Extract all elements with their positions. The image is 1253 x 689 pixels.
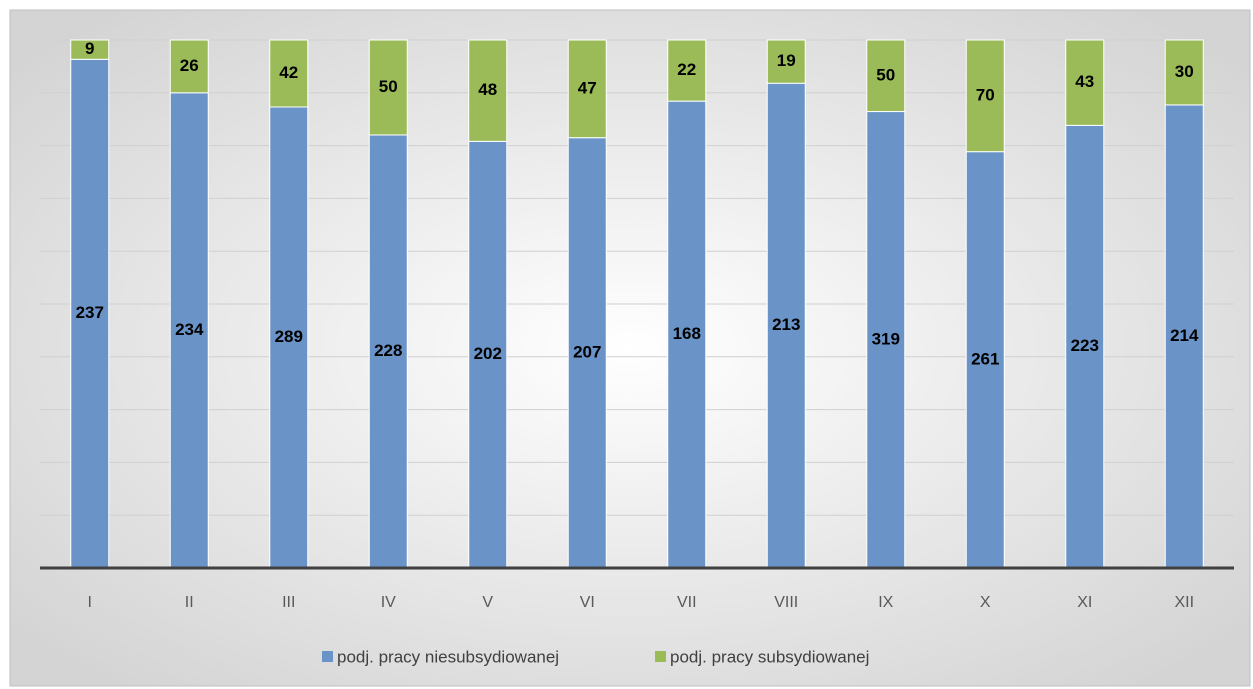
bar-segment [766, 82, 806, 569]
x-tick-label: IV [381, 594, 396, 611]
bar-segment [269, 106, 309, 569]
x-tick-label: VI [580, 594, 595, 611]
x-tick-label: X [980, 594, 991, 611]
value-label: 319 [872, 329, 900, 348]
value-label: 19 [777, 51, 796, 70]
bar-segment [468, 39, 508, 142]
value-label: 22 [677, 60, 696, 79]
value-label: 261 [971, 349, 999, 368]
x-tick-label: XI [1077, 594, 1092, 611]
bar-segment [368, 134, 408, 569]
value-label: 9 [85, 39, 94, 58]
value-label: 213 [772, 315, 800, 334]
bar-segment [169, 39, 209, 94]
value-label: 50 [379, 77, 398, 96]
bar-segment [567, 39, 607, 139]
value-label: 207 [573, 342, 601, 361]
bar-segment [70, 58, 110, 569]
value-label: 289 [275, 327, 303, 346]
bar-segment [965, 39, 1005, 153]
bar-segment [965, 151, 1005, 569]
x-tick-label: IX [878, 594, 893, 611]
value-label: 30 [1175, 62, 1194, 81]
value-label: 43 [1075, 72, 1094, 91]
bar-segment [70, 39, 110, 60]
bar-segment [667, 39, 707, 102]
x-tick-label: I [88, 594, 92, 611]
bar-segment [368, 39, 408, 136]
value-label: 70 [976, 85, 995, 104]
value-label: 228 [374, 341, 402, 360]
bar-segment [766, 39, 806, 84]
x-tick-label: XII [1174, 594, 1194, 611]
value-label: 50 [876, 65, 895, 84]
value-label: 223 [1071, 336, 1099, 355]
bar-segment [1164, 39, 1204, 106]
x-tick-label: III [282, 594, 295, 611]
value-label: 47 [578, 78, 597, 97]
bar-segment [1164, 104, 1204, 569]
x-tick-label: VII [677, 594, 697, 611]
legend-label: podj. pracy subsydiowanej [670, 647, 869, 666]
bar-segment [269, 39, 309, 108]
value-label: 168 [673, 324, 701, 343]
bar-segment [169, 92, 209, 569]
value-label: 214 [1170, 326, 1199, 345]
x-tick-label: II [185, 594, 194, 611]
value-label: 234 [175, 320, 204, 339]
bar-segment [1065, 39, 1105, 126]
value-label: 237 [76, 303, 104, 322]
bar-segment [866, 39, 906, 113]
chart-area [9, 9, 1251, 687]
bar-segment [468, 140, 508, 569]
value-label: 26 [180, 56, 199, 75]
legend-swatch [655, 651, 666, 662]
value-label: 42 [279, 63, 298, 82]
x-tick-label: V [482, 594, 493, 611]
legend-label: podj. pracy niesubsydiowanej [337, 647, 559, 666]
value-label: 202 [474, 344, 502, 363]
value-label: 48 [478, 80, 497, 99]
x-tick-label: VIII [774, 594, 798, 611]
legend-swatch [322, 651, 333, 662]
bar-segment [567, 137, 607, 569]
